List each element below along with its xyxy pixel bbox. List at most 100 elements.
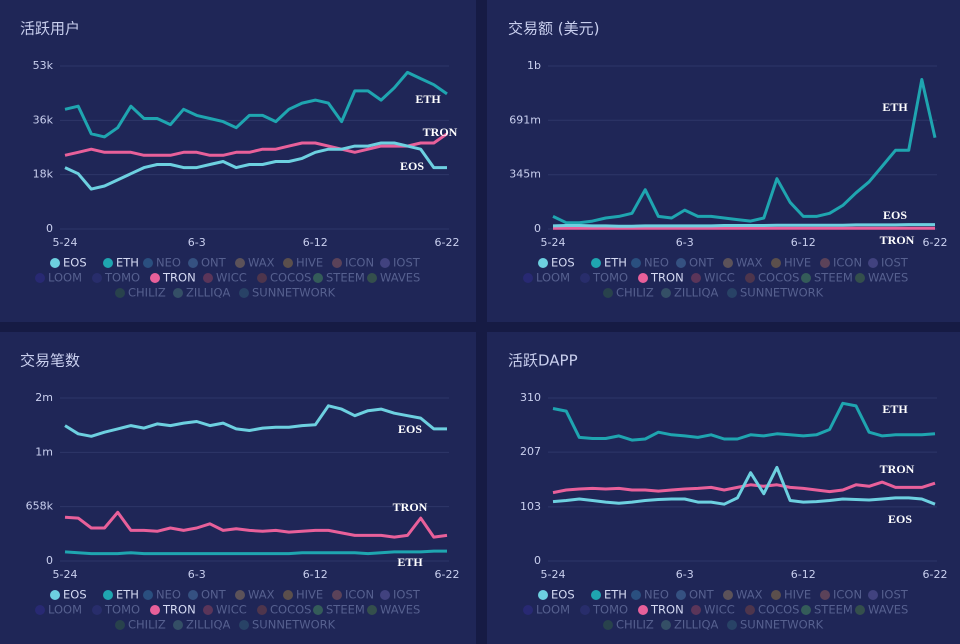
x-tick-label: 5-24 [541, 568, 566, 581]
y-tick-label: 691m [509, 113, 541, 126]
series-label: TRON [880, 462, 915, 476]
legend-label: STEEM [814, 271, 853, 285]
legend-swatch [591, 258, 601, 268]
x-tick-label: 6-12 [791, 568, 816, 581]
chart-title: 活跃DAPP [508, 352, 578, 370]
x-tick-label: 5-24 [53, 568, 78, 581]
legend-swatch [855, 273, 865, 283]
legend-label: ZILLIQA [186, 286, 231, 300]
legend-swatch [332, 590, 342, 600]
legend-swatch [150, 273, 160, 283]
legend-swatch [727, 288, 737, 298]
legend-label: CHILIZ [128, 286, 166, 300]
legend-label: NEO [644, 256, 669, 270]
y-tick-label: 53k [33, 59, 54, 72]
legend-label: ICON [833, 256, 862, 270]
series-label: EOS [398, 422, 422, 436]
legend-swatch [313, 605, 323, 615]
legend-label: WAX [248, 256, 275, 270]
legend-label: WAX [736, 588, 763, 602]
panel [487, 0, 960, 322]
y-tick-label: 0 [534, 554, 541, 567]
legend-swatch [523, 605, 533, 615]
series-label: ETH [882, 100, 908, 114]
legend-swatch [868, 590, 878, 600]
legend-label: WICC [216, 603, 247, 617]
legend-swatch [727, 620, 737, 630]
legend-label: ONT [689, 588, 715, 602]
y-tick-label: 1m [35, 445, 53, 458]
legend-swatch [676, 258, 686, 268]
legend-swatch [283, 258, 293, 268]
legend-label: ETH [116, 588, 139, 602]
legend-label: WICC [704, 603, 735, 617]
legend-label: LOOM [48, 603, 82, 617]
legend-swatch [580, 273, 590, 283]
x-tick-label: 6-3 [676, 568, 694, 581]
legend-swatch [173, 620, 183, 630]
legend-label: ONT [201, 256, 227, 270]
series-label: TRON [880, 233, 915, 247]
series-label: ETH [397, 555, 423, 569]
legend-swatch [50, 590, 60, 600]
legend-label: WICC [704, 271, 735, 285]
x-tick-label: 6-3 [676, 236, 694, 249]
x-tick-label: 6-22 [923, 236, 948, 249]
chart-title: 交易额 (美元) [508, 20, 599, 38]
legend-swatch [855, 605, 865, 615]
legend-label: ONT [689, 256, 715, 270]
legend-swatch [868, 258, 878, 268]
series-line [552, 465, 936, 506]
legend-swatch [35, 273, 45, 283]
x-tick-label: 6-22 [923, 568, 948, 581]
legend-label: SUNNETWORK [252, 618, 336, 632]
legend-label: EOS [63, 256, 87, 270]
legend-swatch [188, 590, 198, 600]
series-line [64, 132, 448, 157]
y-tick-label: 103 [520, 500, 541, 513]
legend-swatch [691, 273, 701, 283]
legend-swatch [580, 605, 590, 615]
panel [487, 332, 960, 644]
legend-label: CHILIZ [128, 618, 166, 632]
legend-label: EOS [63, 588, 87, 602]
legend-swatch [367, 273, 377, 283]
y-tick-label: 310 [520, 391, 541, 404]
legend-label: SUNNETWORK [740, 618, 824, 632]
series-line [64, 510, 448, 539]
legend-label: IOST [881, 588, 909, 602]
legend-swatch [591, 590, 601, 600]
legend-swatch [676, 590, 686, 600]
legend-label: IOST [393, 588, 421, 602]
legend-label: NEO [156, 588, 181, 602]
legend-swatch [188, 258, 198, 268]
legend-label: TRON [650, 603, 684, 617]
series-label: EOS [883, 208, 907, 222]
legend-label: LOOM [48, 271, 82, 285]
legend-swatch [603, 620, 613, 630]
series-line [64, 70, 448, 139]
legend-swatch [380, 258, 390, 268]
legend-swatch [745, 605, 755, 615]
legend-swatch [35, 605, 45, 615]
series-label: EOS [888, 512, 912, 526]
legend-label: ZILLIQA [674, 286, 719, 300]
legend-label: EOS [551, 588, 575, 602]
legend-swatch [631, 258, 641, 268]
series-label: ETH [415, 92, 441, 106]
legend-label: TOMO [104, 603, 140, 617]
series-line [64, 549, 447, 556]
legend-label: STEEM [326, 603, 365, 617]
legend-label: LOOM [536, 603, 570, 617]
legend-swatch [638, 605, 648, 615]
legend-label: TRON [650, 271, 684, 285]
legend-swatch [235, 590, 245, 600]
y-tick-label: 207 [520, 445, 541, 458]
legend-label: ICON [833, 588, 862, 602]
legend-label: WAVES [868, 271, 908, 285]
legend-swatch [603, 288, 613, 298]
y-tick-label: 2m [35, 391, 53, 404]
legend-swatch [50, 258, 60, 268]
y-tick-label: 345m [509, 168, 541, 181]
legend-label: TOMO [592, 603, 628, 617]
